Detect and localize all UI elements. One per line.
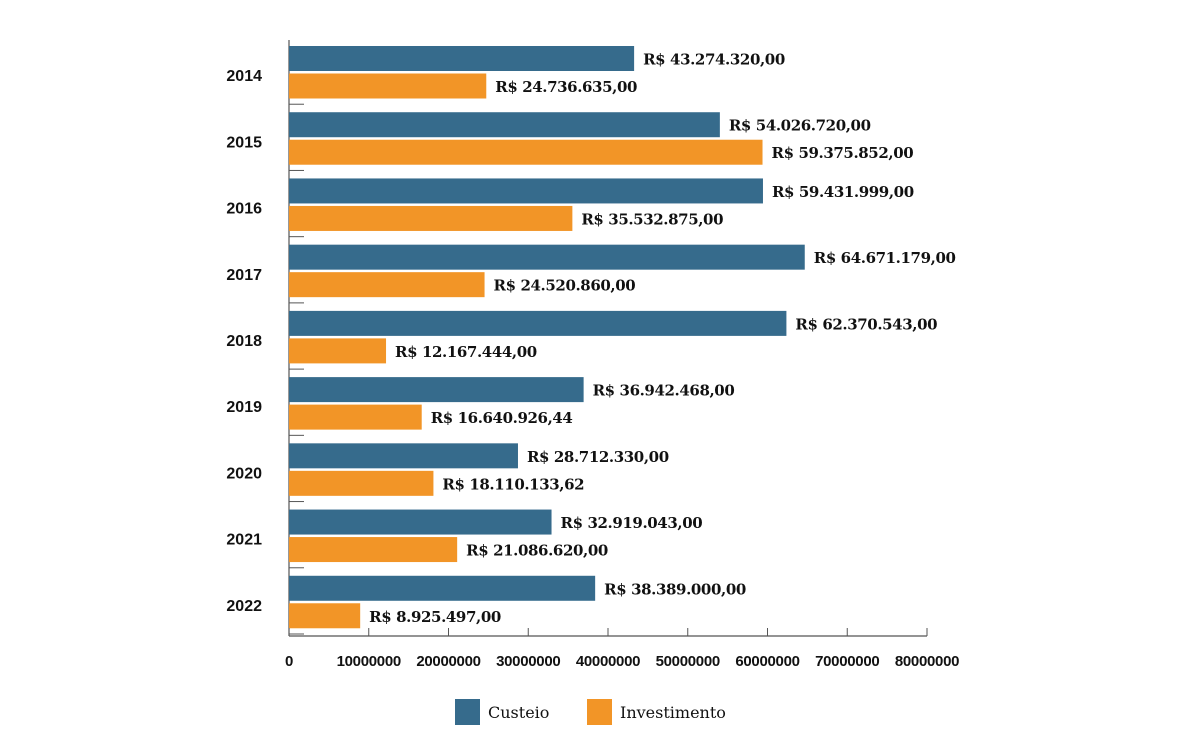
data-label: R$ 43.274.320,00 xyxy=(643,51,785,69)
bar-investimento xyxy=(289,73,487,99)
data-label: R$ 16.640.926,44 xyxy=(431,409,573,427)
data-label: R$ 32.919.043,00 xyxy=(561,514,703,532)
x-tick-label: 50000000 xyxy=(656,653,720,670)
bar-custeio xyxy=(289,575,596,601)
data-label: R$ 38.389.000,00 xyxy=(604,580,746,598)
y-tick-label: 2020 xyxy=(226,465,262,482)
x-tick-label: 60000000 xyxy=(735,653,799,670)
x-tick-label: 30000000 xyxy=(496,653,560,670)
data-label: R$ 24.736.635,00 xyxy=(495,78,637,96)
y-tick-label: 2021 xyxy=(226,532,262,549)
bar-investimento xyxy=(289,338,387,364)
y-tick-label: 2022 xyxy=(226,598,262,615)
x-tick-label: 70000000 xyxy=(815,653,879,670)
y-tick-label: 2014 xyxy=(226,68,262,85)
data-label: R$ 28.712.330,00 xyxy=(527,448,669,466)
bar-investimento xyxy=(289,205,573,231)
legend-label: Custeio xyxy=(488,703,549,722)
bar-investimento xyxy=(289,470,434,496)
bar-investimento xyxy=(289,139,763,165)
bar-custeio xyxy=(289,244,805,270)
bar-investimento xyxy=(289,537,458,563)
data-label: R$ 18.110.133,62 xyxy=(442,475,584,493)
data-label: R$ 24.520.860,00 xyxy=(494,277,636,295)
data-label: R$ 35.532.875,00 xyxy=(581,210,723,228)
bar-custeio xyxy=(289,310,787,336)
x-tick-label: 40000000 xyxy=(576,653,640,670)
x-tick-label: 10000000 xyxy=(337,653,401,670)
data-label: R$ 59.431.999,00 xyxy=(772,183,914,201)
bar-custeio xyxy=(289,509,552,535)
legend-swatch-custeio xyxy=(455,699,480,725)
data-label: R$ 64.671.179,00 xyxy=(814,249,956,267)
y-tick-label: 2019 xyxy=(226,399,262,416)
y-tick-label: 2016 xyxy=(226,201,262,218)
data-label: R$ 21.086.620,00 xyxy=(466,542,608,560)
bar-investimento xyxy=(289,272,485,298)
bar-custeio xyxy=(289,443,518,469)
data-label: R$ 12.167.444,00 xyxy=(395,343,537,361)
bar-custeio xyxy=(289,112,720,138)
y-tick-label: 2017 xyxy=(226,267,262,284)
data-label: R$ 62.370.543,00 xyxy=(795,315,937,333)
data-label: R$ 8.925.497,00 xyxy=(369,608,501,626)
data-label: R$ 54.026.720,00 xyxy=(729,117,871,135)
bar-investimento xyxy=(289,404,422,430)
y-tick-label: 2018 xyxy=(226,333,262,350)
bar-custeio xyxy=(289,377,584,403)
legend-swatch-investimento xyxy=(587,699,612,725)
data-label: R$ 36.942.468,00 xyxy=(593,382,735,400)
y-tick-label: 2015 xyxy=(226,134,262,151)
bar-custeio xyxy=(289,46,635,71)
x-tick-label: 20000000 xyxy=(416,653,480,670)
x-tick-label: 80000000 xyxy=(895,653,959,670)
bar-custeio xyxy=(289,178,763,204)
data-label: R$ 59.375.852,00 xyxy=(772,144,914,162)
legend-label: Investimento xyxy=(620,703,726,722)
bar-investimento xyxy=(289,603,361,629)
x-tick-label: 0 xyxy=(285,653,293,670)
